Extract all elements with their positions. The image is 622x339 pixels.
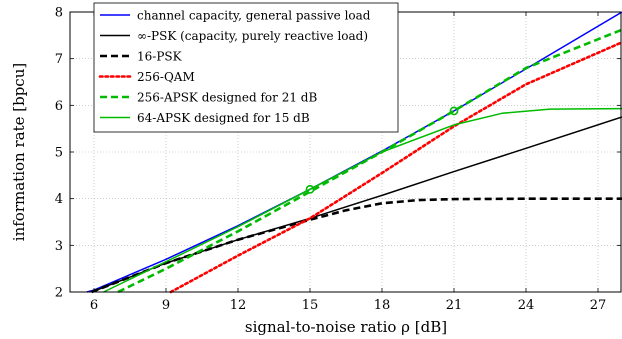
legend-label-4: 256-APSK designed for 21 dB [137, 91, 317, 105]
x-tick-label: 6 [90, 298, 98, 313]
ticks-layer: 6 9 12 15 18 21 24 27 2 3 4 5 6 7 8 [55, 6, 621, 313]
legend-label-5: 64-APSK designed for 15 dB [137, 111, 310, 125]
x-tick-label: 24 [518, 298, 535, 313]
x-axis-label: signal-to-noise ratio ρ [dB] [245, 318, 447, 336]
y-axis-label: information rate [bpcu] [10, 63, 28, 241]
x-tick-label: 9 [162, 298, 170, 313]
operating-point-marker-1 [449, 106, 459, 116]
x-tick-label: 12 [230, 298, 247, 313]
operating-point-marker-0 [305, 184, 315, 194]
legend-label-3: 256-QAM [137, 70, 195, 84]
y-tick-label: 3 [55, 239, 63, 254]
legend-label-2: 16-PSK [137, 50, 183, 64]
x-tick-label: 27 [590, 298, 607, 313]
series-line-3 [169, 40, 622, 294]
y-tick-label: 5 [55, 146, 63, 161]
series-line-4 [117, 28, 622, 294]
series-line-5 [103, 107, 622, 293]
x-tick-label: 18 [374, 298, 391, 313]
x-tick-label: 21 [446, 298, 463, 313]
y-tick-label: 7 [55, 52, 63, 67]
series-layer [86, 11, 622, 294]
legend-label-0: channel capacity, general passive load [137, 9, 371, 23]
legend-label-1: ∞-PSK (capacity, purely reactive load) [137, 29, 368, 43]
legend: channel capacity, general passive load ∞-… [93, 2, 399, 133]
markers-layer [305, 106, 459, 194]
y-tick-label: 4 [55, 192, 63, 207]
legend-box [93, 2, 399, 133]
y-tick-label: 6 [55, 99, 63, 114]
x-tick-label: 15 [302, 298, 319, 313]
series-line-2 [91, 197, 622, 294]
y-tick-label: 8 [55, 6, 63, 21]
y-tick-label: 2 [55, 286, 63, 301]
